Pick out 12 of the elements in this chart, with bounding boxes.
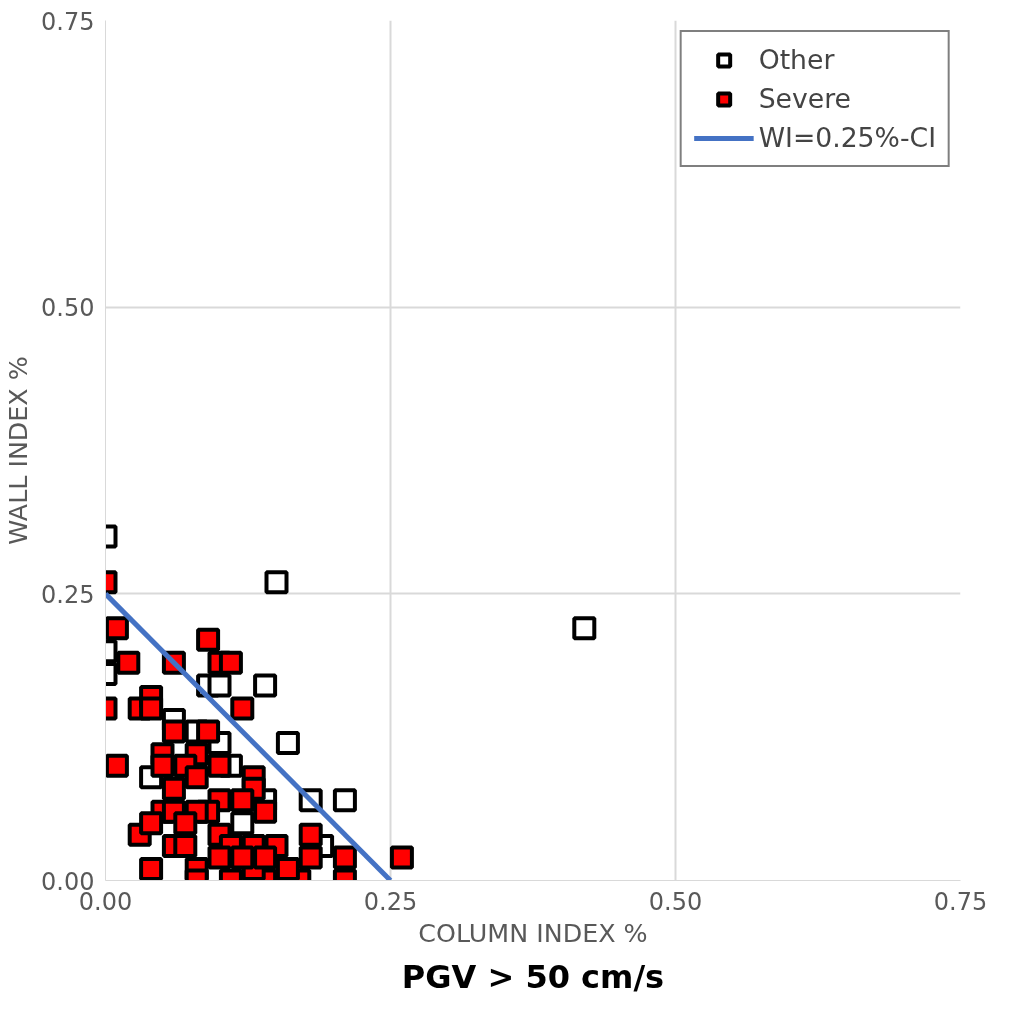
text: PGV > 50 cm/s (401, 957, 665, 996)
y-axis-title: WALL INDEX % (3, 356, 34, 545)
x-tick-label: 0.50 (648, 887, 703, 916)
x-axis-title: COLUMN INDEX % (418, 917, 648, 948)
x-tick-label: 0.75 (933, 887, 988, 916)
x-tick-label: 0.25 (363, 887, 418, 916)
y-tick-label: 0.50 (41, 294, 95, 323)
legend-label: Other (758, 44, 835, 75)
y-tick-label: 0.75 (41, 7, 95, 36)
legend-label: WI=0.25%-CI (758, 122, 936, 153)
y-tick-label: 0.25 (41, 580, 95, 609)
legend-label: Severe (758, 83, 851, 114)
